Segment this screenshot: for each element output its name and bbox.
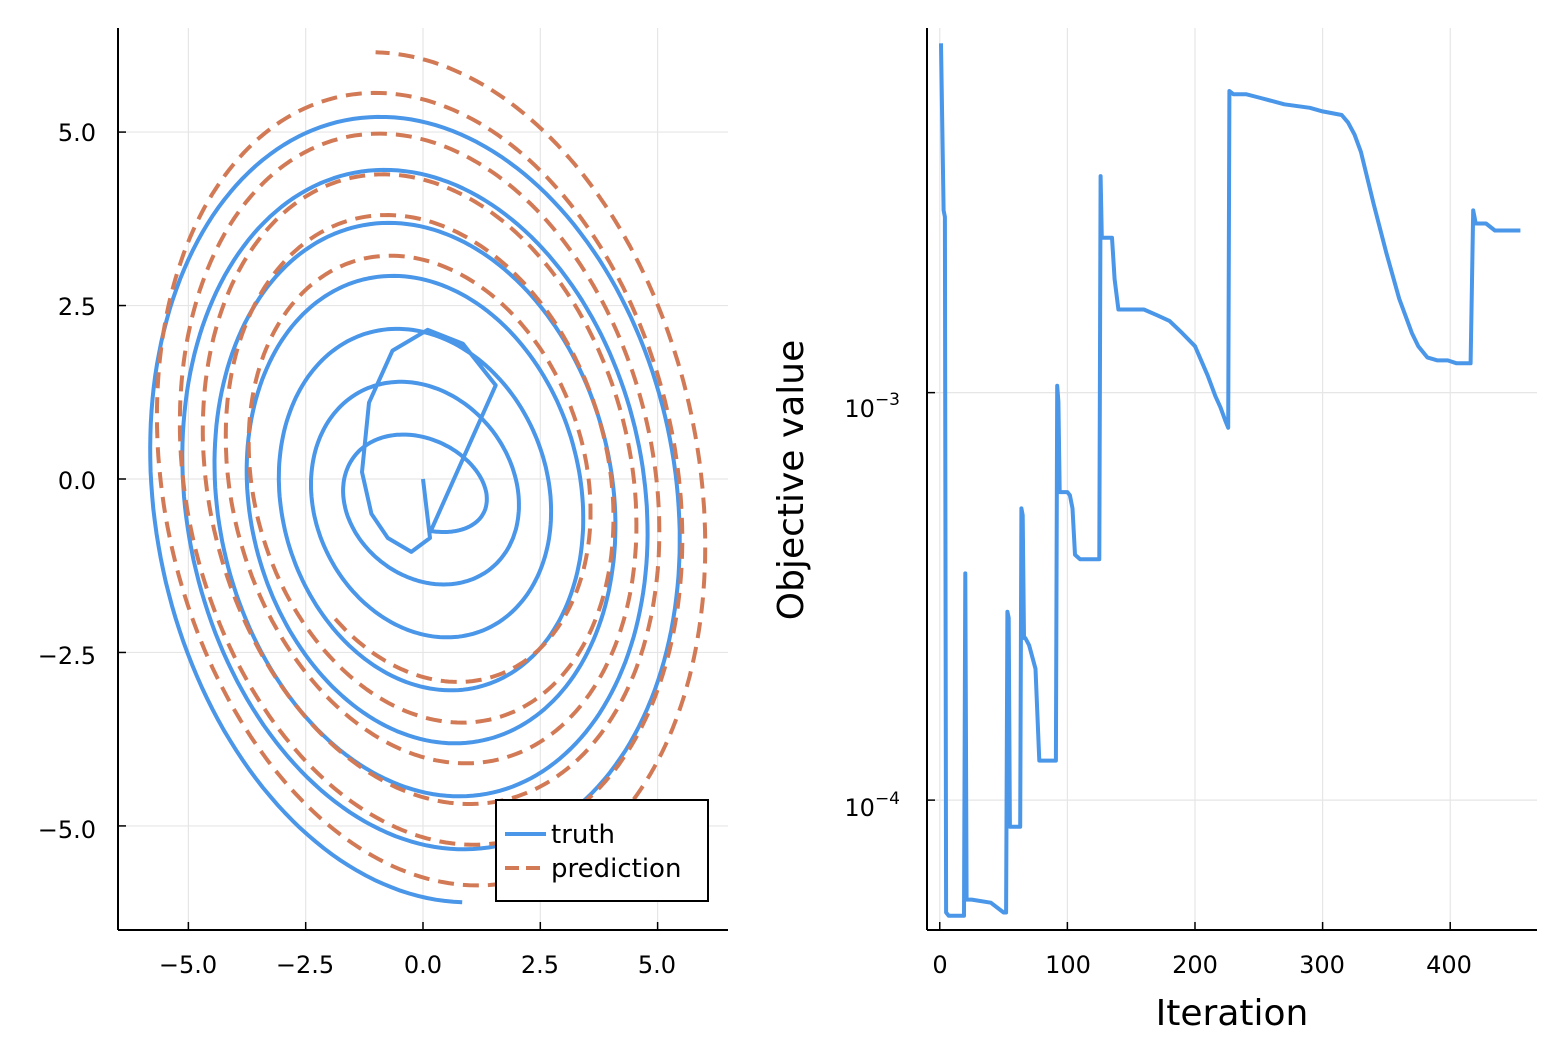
phase-plot-y-tick-label: −2.5 [38,642,96,670]
phase-plot-x-tick-label: 0.0 [404,951,442,979]
objective-plot-x-tick-label: 100 [1045,951,1091,979]
objective-plot-series [939,43,1521,918]
objective-plot-grid [927,28,1537,930]
objective-plot-x-tick-labels: 0 100 200 300 400 [932,951,1472,979]
objective-plot-y-tick-label: 10−3 [844,390,900,423]
series-line-objective [939,43,1521,918]
series-line-prediction [154,50,708,888]
objective-plot-x-tick-label: 300 [1299,951,1345,979]
objective-plot: 0 100 200 300 400 10−4 10−3 Iteration Ob… [771,28,1537,1034]
legend-truth-label: truth [551,820,615,850]
phase-plot-x-tick-labels: −5.0 −2.5 0.0 2.5 5.0 [159,951,676,979]
phase-plot-axes [117,28,728,931]
phase-plot-x-tick-label: −2.5 [276,951,334,979]
phase-plot-x-tick-label: 2.5 [521,951,559,979]
tick-base: 10 [844,794,875,822]
objective-plot-x-axis-title: Iteration [1156,993,1309,1034]
objective-plot-y-axis-title: Objective value [771,340,812,620]
objective-plot-y-tick-label: 10−4 [844,789,900,822]
tick-base: 10 [844,395,875,423]
tick-exponent: −3 [875,390,900,410]
phase-plot-y-tick-label: −5.0 [38,816,96,844]
phase-plot: −5.0 −2.5 0.0 2.5 5.0 −5.0 −2.5 0.0 2.5 … [38,28,728,979]
legend-prediction-label: prediction [551,854,681,884]
phase-plot-x-tick-label: −5.0 [159,951,217,979]
objective-plot-axes [926,28,1537,931]
phase-plot-y-tick-label: 5.0 [58,119,96,147]
objective-plot-y-tick-labels: 10−4 10−3 [844,390,900,822]
phase-plot-series [148,50,708,905]
tick-exponent: −4 [875,789,900,809]
phase-plot-y-tick-labels: −5.0 −2.5 0.0 2.5 5.0 [38,119,96,844]
objective-plot-x-tick-label: 200 [1172,951,1218,979]
objective-plot-x-tick-label: 400 [1426,951,1472,979]
phase-plot-y-tick-label: 2.5 [58,293,96,321]
phase-plot-x-tick-label: 5.0 [638,951,676,979]
legend: truth prediction [495,799,709,902]
series-line-truth [148,114,682,905]
phase-plot-y-tick-label: 0.0 [58,467,96,495]
legend-box [495,799,709,902]
objective-plot-x-tick-label: 0 [932,951,947,979]
